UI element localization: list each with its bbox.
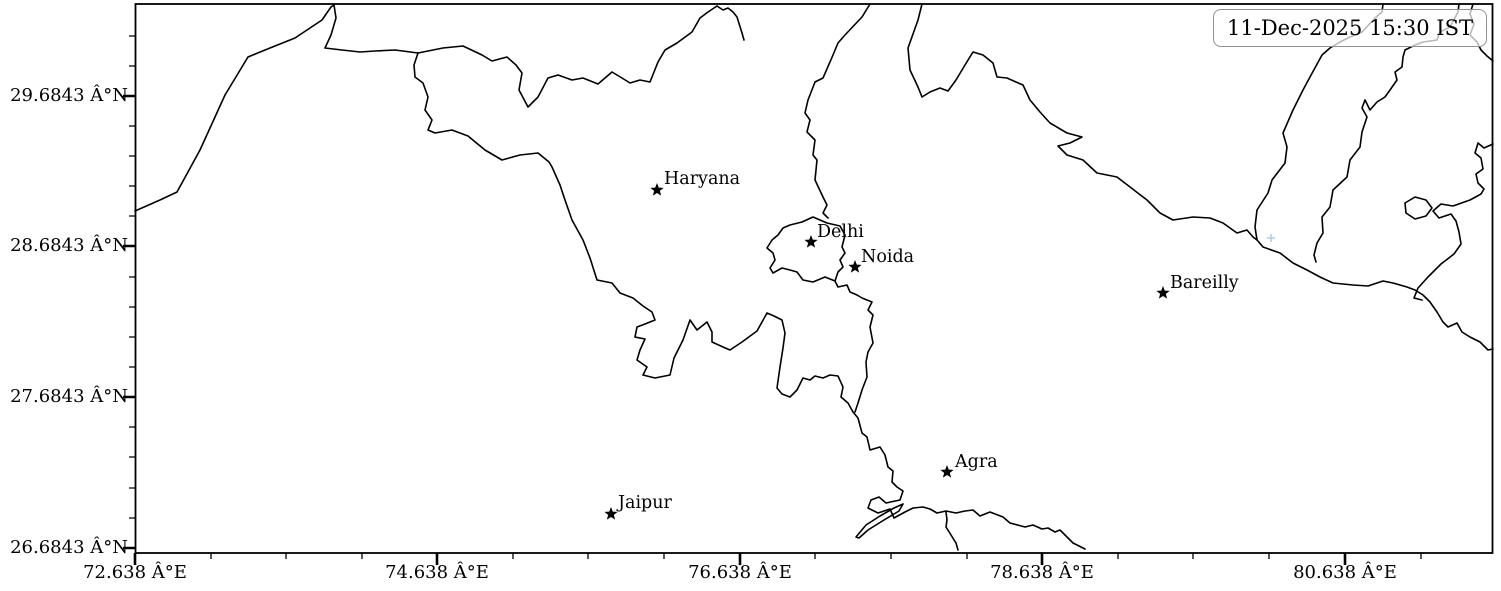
timestamp-box: 11-Dec-2025 15:30 IST bbox=[1213, 9, 1487, 47]
city-markers bbox=[604, 183, 1170, 520]
water-plus-marker bbox=[1267, 234, 1275, 242]
state-boundaries bbox=[134, 3, 1494, 551]
city-label-haryana: Haryana bbox=[664, 169, 741, 189]
city-label-noida: Noida bbox=[861, 247, 915, 267]
plot-frame bbox=[134, 3, 1494, 554]
star-marker-bareilly bbox=[1156, 286, 1170, 299]
boundary-delhi-outline bbox=[766, 216, 846, 283]
axis-major-ticks bbox=[123, 94, 1347, 565]
x-tick-label: 80.638 Â°E bbox=[1293, 562, 1397, 583]
timestamp-text: 11-Dec-2025 15:30 IST bbox=[1227, 16, 1473, 40]
city-label-jaipur: Jaipur bbox=[618, 493, 672, 513]
y-tick-label: 29.6843 Â°N bbox=[10, 85, 128, 106]
star-marker-noida bbox=[848, 260, 862, 273]
star-marker-delhi bbox=[804, 235, 818, 248]
city-label-agra: Agra bbox=[955, 452, 998, 472]
x-tick-label: 78.638 Â°E bbox=[990, 562, 1094, 583]
star-marker-agra bbox=[940, 465, 954, 478]
y-tick-label: 28.6843 Â°N bbox=[10, 235, 128, 256]
boundary-small-blob bbox=[1404, 196, 1433, 220]
star-marker-haryana bbox=[650, 183, 664, 196]
axis-minor-ticks bbox=[129, 35, 1422, 559]
y-tick-label: 27.6843 Â°N bbox=[10, 386, 128, 407]
x-tick-label: 74.638 Â°E bbox=[385, 562, 489, 583]
city-label-delhi: Delhi bbox=[817, 222, 864, 242]
star-marker-jaipur bbox=[604, 507, 618, 520]
city-label-bareilly: Bareilly bbox=[1170, 273, 1239, 293]
boundary-right-edge-peninsula bbox=[1413, 142, 1494, 301]
y-tick-label: 26.6843 Â°N bbox=[10, 537, 128, 558]
boundary-south-branch bbox=[945, 511, 959, 551]
boundary-uttarakhand-east bbox=[1254, 3, 1494, 351]
boundary-yamuna-upper bbox=[804, 3, 871, 219]
boundary-yamuna-lower bbox=[834, 280, 874, 413]
boundary-haryana-rajasthan bbox=[413, 52, 1086, 550]
boundary-uttarakhand-west bbox=[907, 3, 1258, 241]
x-tick-label: 72.638 Â°E bbox=[83, 562, 187, 583]
boundary-chambal-sliver bbox=[855, 503, 904, 539]
boundary-punjab-west bbox=[134, 4, 745, 212]
x-tick-label: 76.638 Â°E bbox=[688, 562, 792, 583]
